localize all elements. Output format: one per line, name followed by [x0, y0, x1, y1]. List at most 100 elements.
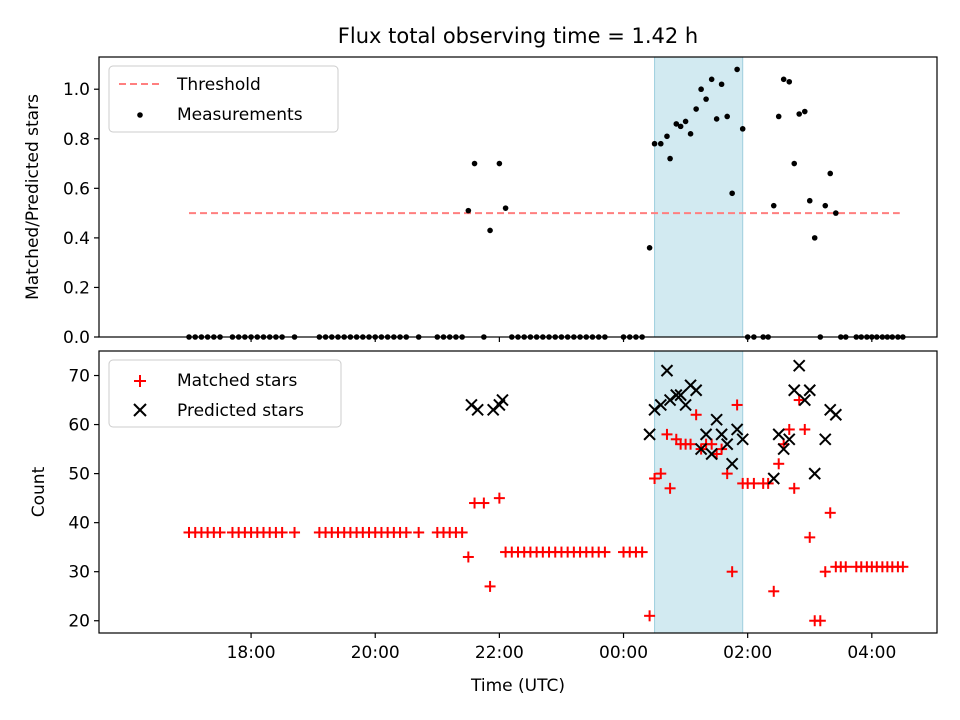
- measurement-point: [471, 160, 478, 167]
- top-legend-box: [108, 65, 339, 133]
- x-tick-label: 22:00: [475, 643, 524, 663]
- predicted-star-point: [496, 393, 509, 407]
- measurement-point: [833, 210, 839, 216]
- matched-star-point: [799, 423, 811, 435]
- top-y-axis-label: Matched/Predicted stars: [23, 94, 43, 300]
- top-axes-frame: [98, 56, 938, 338]
- matched-star-point: [484, 580, 496, 592]
- measurement-point: [827, 170, 834, 177]
- measurement-point: [667, 155, 673, 162]
- bottom-x-ticks: 18:00 20:00 22:00 00:00 02:00 04:00: [227, 633, 896, 663]
- legend-matched-swatch: [134, 375, 146, 387]
- y-tick-label: 40: [68, 514, 90, 534]
- top-x-ticks: [250, 337, 873, 342]
- matched-star-point: [400, 526, 412, 538]
- predicted-star-point: [654, 398, 667, 412]
- y-tick-label: 0.0: [63, 328, 90, 348]
- matched-star-point: [804, 531, 816, 543]
- predicted-star-point: [660, 364, 674, 377]
- measurement-point: [718, 81, 725, 88]
- predicted-star-point: [788, 384, 801, 397]
- matched-star-point: [456, 526, 468, 538]
- matched-star-point: [819, 566, 831, 578]
- predicted-star-point: [808, 467, 821, 480]
- legend-matched-label: Matched stars: [177, 371, 297, 391]
- top-y-ticks: 0.0 0.2 0.4 0.6 0.8 1.0: [63, 80, 99, 348]
- matched-star-point: [721, 468, 733, 480]
- measurement-point: [729, 190, 735, 197]
- predicted-star-point: [643, 428, 656, 441]
- measurement-point: [698, 86, 704, 93]
- highlight-span: [654, 56, 744, 338]
- top-measurement-points: [186, 66, 906, 340]
- bottom-legend: Matched stars Predicted stars: [108, 359, 342, 428]
- x-tick-label: 02:00: [723, 643, 772, 663]
- measurement-point: [770, 202, 777, 209]
- predicted-star-point: [819, 433, 832, 446]
- measurement-point: [775, 113, 782, 120]
- y-tick-label: 50: [68, 465, 90, 485]
- predicted-star-point: [471, 403, 484, 417]
- x-axis-label: Time (UTC): [470, 676, 565, 696]
- predicted-star-point: [670, 388, 683, 402]
- matched-star-point: [726, 566, 738, 578]
- matched-star-point: [664, 482, 676, 494]
- matched-star-point: [493, 492, 505, 504]
- predicted-star-point: [689, 384, 703, 397]
- matched-star-point: [814, 615, 826, 627]
- measurement-point: [822, 202, 829, 209]
- predicted-star-point: [720, 437, 734, 451]
- x-tick-label: 18:00: [227, 643, 276, 663]
- matched-star-point: [768, 585, 780, 597]
- y-tick-label: 0.6: [63, 179, 90, 199]
- x-tick-label: 20:00: [351, 643, 400, 663]
- predicted-star-point: [725, 457, 739, 471]
- legend-measurements-label: Measurements: [177, 105, 303, 125]
- matched-star-point: [276, 526, 288, 538]
- measurement-point: [739, 126, 746, 132]
- legend-threshold-label: Threshold: [176, 75, 261, 95]
- matched-star-point: [748, 477, 760, 489]
- measurement-point: [651, 140, 658, 147]
- bottom-axes-frame: [98, 350, 938, 634]
- y-tick-label: 0.4: [63, 229, 90, 249]
- predicted-star-point: [767, 472, 780, 485]
- matched-star-point: [661, 428, 673, 440]
- predicted-star-point: [699, 428, 713, 441]
- bottom-y-ticks: 20 30 40 50 60 70: [68, 367, 99, 632]
- measurement-point: [496, 160, 503, 167]
- legend-predicted-label: Predicted stars: [177, 401, 304, 421]
- chart-title: Flux total observing time = 1.42 h: [338, 24, 698, 48]
- matched-star-point: [636, 546, 648, 558]
- measurement-point: [487, 227, 493, 234]
- measurement-point: [724, 113, 730, 120]
- y-tick-label: 30: [68, 563, 90, 583]
- matched-star-point: [824, 507, 836, 519]
- y-tick-label: 0.8: [63, 130, 90, 150]
- matched-star-point: [655, 468, 667, 480]
- predicted-star-point: [730, 423, 744, 436]
- matched-star-point: [469, 497, 481, 509]
- bottom-panel: 18:00 20:00 22:00 00:00 02:00 04:00 20 30 40 50 6…: [29, 350, 938, 696]
- predicted-star-point: [798, 393, 811, 407]
- measurement-point: [646, 244, 653, 251]
- predicted-star-point: [679, 398, 692, 412]
- top-legend: Threshold Measurements: [108, 65, 339, 133]
- measurement-point: [693, 106, 699, 112]
- measurement-point: [673, 121, 680, 127]
- matched-star-point: [289, 526, 301, 538]
- measurement-point: [677, 123, 684, 130]
- predicted-star-point: [803, 384, 816, 397]
- matched-star-point: [599, 546, 611, 558]
- matched-star-point: [685, 438, 697, 450]
- measurement-point: [734, 66, 740, 73]
- legend-measurements-swatch: [137, 112, 143, 118]
- predicted-star-point: [736, 433, 749, 446]
- matched-star-point: [897, 561, 909, 573]
- y-tick-label: 1.0: [63, 80, 90, 100]
- y-tick-label: 0.2: [63, 278, 90, 298]
- bottom-y-axis-label: Count: [29, 466, 49, 517]
- matched-star-point: [413, 526, 425, 538]
- matched-star-point: [773, 458, 785, 470]
- bottom-legend-box: [108, 359, 342, 428]
